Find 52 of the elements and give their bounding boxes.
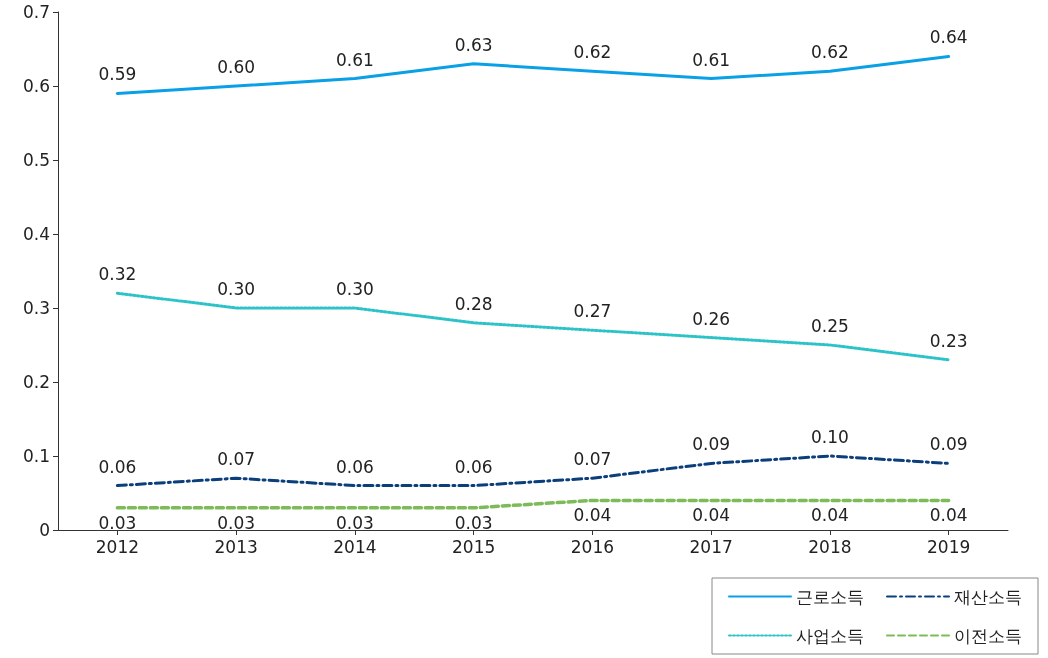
data-label: 0.63 — [454, 34, 493, 55]
y-tick-label: 0.1 — [22, 446, 50, 466]
y-tick-label: 0.5 — [22, 150, 50, 170]
y-tick-label: 0.4 — [22, 224, 50, 244]
data-label: 0.61 — [692, 49, 731, 70]
data-label: 0.59 — [98, 64, 137, 85]
data-label: 0.04 — [573, 505, 612, 526]
y-tick-label: 0 — [39, 520, 50, 540]
data-label: 0.23 — [929, 330, 968, 351]
data-label: 0.04 — [810, 505, 849, 526]
data-label: 0.03 — [98, 512, 137, 533]
y-tick-label: 0.2 — [22, 372, 50, 392]
legend-label: 재산소득 — [954, 586, 1022, 607]
data-label: 0.26 — [692, 308, 731, 329]
x-tick-label: 2017 — [689, 536, 733, 557]
data-label: 0.61 — [335, 49, 374, 70]
data-label: 0.09 — [692, 434, 731, 455]
x-tick-label: 2019 — [926, 536, 971, 557]
data-label: 0.10 — [810, 427, 849, 447]
x-tick-label: 2014 — [333, 536, 377, 557]
data-label: 0.30 — [217, 279, 256, 299]
data-label: 0.28 — [454, 293, 493, 314]
y-tick-label: 0.7 — [22, 2, 50, 22]
data-label: 0.07 — [217, 449, 256, 470]
data-label: 0.04 — [929, 505, 968, 526]
data-label: 0.25 — [810, 316, 849, 336]
data-label: 0.62 — [810, 42, 849, 63]
x-tick-label: 2012 — [95, 536, 140, 557]
x-tick-label: 2018 — [808, 536, 852, 557]
y-tick-label: 0.3 — [22, 298, 50, 318]
data-label: 0.06 — [335, 456, 374, 477]
x-tick-label: 2013 — [214, 536, 258, 557]
data-label: 0.03 — [454, 512, 493, 533]
x-tick-label: 2015 — [451, 536, 496, 557]
legend-label: 사업소득 — [796, 625, 864, 646]
data-label: 0.64 — [929, 27, 968, 48]
data-label: 0.60 — [217, 57, 256, 77]
data-label: 0.06 — [454, 456, 493, 477]
data-label: 0.62 — [573, 42, 612, 63]
data-label: 0.03 — [217, 512, 256, 533]
y-tick-label: 0.6 — [22, 76, 50, 96]
data-label: 0.30 — [335, 279, 374, 299]
data-label: 0.32 — [98, 264, 137, 285]
data-label: 0.04 — [692, 505, 731, 526]
data-label: 0.09 — [929, 434, 968, 455]
x-tick-label: 2016 — [570, 536, 615, 557]
legend-label: 이전소득 — [954, 625, 1022, 646]
legend-label: 근로소득 — [796, 586, 864, 607]
data-label: 0.06 — [98, 456, 137, 477]
data-label: 0.03 — [335, 512, 374, 533]
data-label: 0.07 — [573, 449, 612, 470]
data-label: 0.27 — [573, 301, 612, 322]
